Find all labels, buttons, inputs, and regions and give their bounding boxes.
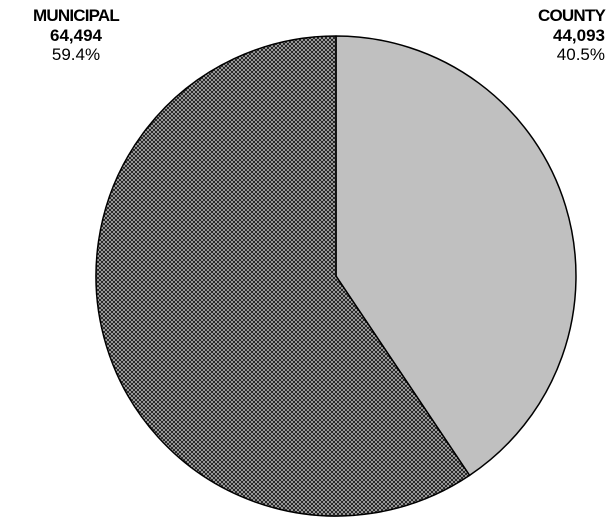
county-percent: 40.5% (556, 45, 605, 65)
county-label: COUNTY 44,093 40.5% (495, 6, 606, 65)
county-category-name: COUNTY (538, 6, 606, 25)
municipal-category-name: MUNICIPAL (33, 6, 120, 25)
municipal-value: 64,494 (50, 25, 102, 45)
pie-slice-municipal (95, 35, 471, 517)
municipal-label: MUNICIPAL 64,494 59.4% (6, 6, 146, 65)
pie-slice-county (335, 35, 577, 477)
pie-slices (95, 35, 577, 517)
municipal-percent: 59.4% (51, 45, 101, 65)
county-value: 44,093 (553, 25, 605, 45)
